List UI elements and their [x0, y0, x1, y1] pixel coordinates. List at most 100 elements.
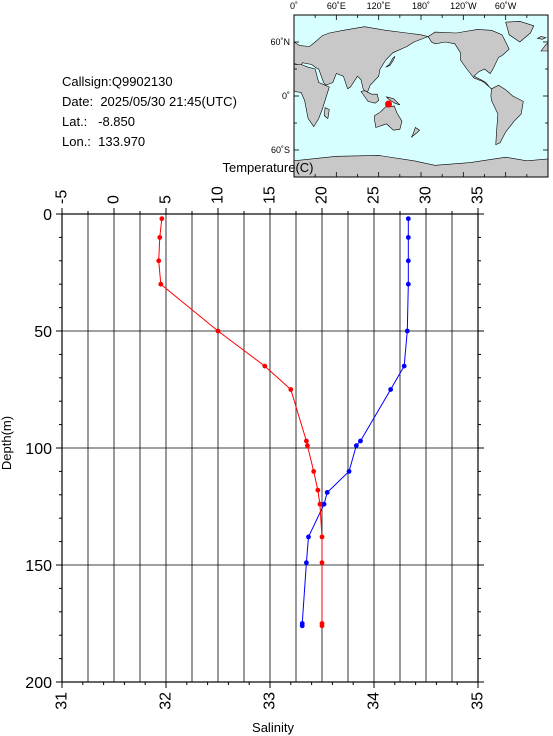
- depth-tick-label: 150: [25, 558, 52, 575]
- map-landmass: [410, 127, 421, 138]
- salinity-data-point: [311, 469, 317, 474]
- map-lat-label: 60˚S: [271, 145, 290, 155]
- salinity-data-point: [288, 387, 294, 392]
- temperature-data-point: [401, 363, 407, 369]
- map-lon-label: 180˚: [412, 1, 430, 11]
- temperature-tick-label: 15: [262, 186, 279, 204]
- salinity-data-point: [319, 560, 325, 566]
- salinity-data-point: [315, 487, 321, 493]
- map-landmass: [385, 96, 401, 106]
- salinity-data-point: [304, 438, 309, 444]
- salinity-data-point: [215, 328, 221, 334]
- map-landmass: [293, 26, 430, 95]
- map-landmass: [427, 29, 510, 90]
- temperature-profile-line: [301, 218, 409, 626]
- temperature-tick-label: 5: [158, 195, 175, 204]
- temperature-tick-label: 10: [210, 186, 227, 204]
- chart-grid: [62, 214, 478, 682]
- callsign-value: Q9902130: [111, 74, 173, 89]
- lon-value: 133.970: [98, 134, 146, 149]
- salinity-axis-title: Salinity: [252, 720, 294, 735]
- map-lat-label: 60˚N: [270, 37, 290, 47]
- station-marker: [385, 100, 393, 108]
- temperature-data-point: [299, 623, 305, 629]
- lat-row: Lat.: -8.850: [62, 112, 237, 132]
- salinity-data-point: [317, 501, 323, 507]
- temperature-tick-labels: -5 0 5 10 15 20 25 30 35: [54, 186, 487, 204]
- map-lon-label: 120˚E: [367, 1, 391, 11]
- salinity-tick-labels: 31 32 33 34 35: [54, 692, 487, 710]
- depth-axis-title: Depth(m): [0, 416, 14, 470]
- salinity-tick-label: 33: [262, 692, 279, 710]
- map-landmass: [324, 107, 330, 120]
- date-label: Date:: [62, 94, 94, 109]
- map-landmass: [374, 105, 403, 131]
- axis-ticks: [56, 208, 484, 688]
- salinity-data-point: [319, 621, 325, 626]
- depth-tick-label: 100: [25, 441, 52, 458]
- salinity-profile-line: [158, 218, 323, 626]
- lon-row: Lon.: 133.970: [62, 132, 237, 152]
- temperature-data-point: [405, 258, 411, 264]
- plot-frame: [61, 213, 479, 683]
- temperature-tick-label: 30: [418, 186, 435, 204]
- callsign-row: Callsign:Q9902130: [62, 72, 237, 92]
- location-map: 0˚ 60˚E 120˚E 180˚ 120˚W 60˚W 60˚N 0˚ 60˚S: [270, 1, 549, 178]
- map-labels: 0˚ 60˚E 120˚E 180˚ 120˚W 60˚W 60˚N 0˚ 60˚S: [270, 1, 516, 155]
- salinity-tick-label: 35: [470, 692, 487, 710]
- temperature-tick-label: 25: [366, 186, 383, 204]
- map-lat-label: 0˚: [282, 91, 290, 101]
- lat-label: Lat.:: [62, 114, 88, 129]
- temperature-data-point: [306, 534, 311, 540]
- temperature-data-point: [358, 438, 363, 444]
- temperature-tick-label: 0: [106, 195, 123, 204]
- salinity-data-point: [158, 281, 164, 287]
- salinity-data-point: [156, 258, 162, 264]
- salinity-data-point: [305, 443, 310, 449]
- salinity-tick-label: 31: [54, 692, 71, 710]
- temperature-tick-label: 20: [314, 186, 331, 204]
- map-landmasses: [293, 20, 549, 178]
- map-landmass: [385, 56, 396, 68]
- depth-tick-label: 50: [34, 324, 52, 341]
- map-lon-label: 60˚E: [327, 1, 346, 11]
- temperature-data-point: [405, 235, 411, 240]
- salinity-data-point: [319, 623, 325, 629]
- temperature-tick-label: 35: [470, 186, 487, 204]
- map-ticks: [293, 14, 549, 178]
- salinity-tick-label: 32: [158, 692, 175, 710]
- map-landmass: [536, 36, 547, 40]
- map-landmass: [505, 20, 535, 43]
- depth-tick-label: 0: [43, 207, 52, 224]
- temperature-data-point: [321, 501, 327, 507]
- temperature-data-point: [299, 621, 305, 626]
- data-series: [156, 216, 411, 629]
- map-landmass: [293, 64, 330, 128]
- temperature-tick-label: -5: [54, 190, 71, 204]
- callsign-label: Callsign:: [62, 74, 112, 89]
- temperature-data-point: [404, 328, 410, 334]
- temperature-data-point: [405, 216, 411, 222]
- station-info: Callsign:Q9902130 Date: 2025/05/30 21:45…: [62, 72, 237, 152]
- date-value: 2025/05/30 21:45(UTC): [100, 94, 237, 109]
- depth-tick-label: 200: [25, 675, 52, 692]
- map-lon-label: 120˚W: [450, 1, 477, 11]
- temperature-data-point: [346, 469, 352, 474]
- salinity-data-point: [159, 216, 165, 222]
- temperature-data-point: [353, 443, 359, 449]
- temperature-data-point: [324, 490, 330, 495]
- temperature-data-point: [304, 560, 309, 566]
- lon-label: Lon.:: [62, 134, 91, 149]
- map-landmass: [360, 90, 380, 104]
- salinity-data-point: [157, 235, 163, 240]
- map-lon-label: 0˚: [290, 1, 298, 11]
- temperature-data-point: [388, 387, 394, 392]
- map-lon-label: 60˚W: [495, 1, 517, 11]
- salinity-data-point: [262, 363, 268, 369]
- temperature-data-point: [405, 281, 411, 287]
- depth-tick-labels: 0 50 100 150 200: [25, 207, 52, 692]
- map-landmass: [490, 84, 524, 146]
- salinity-tick-label: 34: [366, 692, 383, 710]
- salinity-data-point: [319, 534, 325, 540]
- date-row: Date: 2025/05/30 21:45(UTC): [62, 92, 237, 112]
